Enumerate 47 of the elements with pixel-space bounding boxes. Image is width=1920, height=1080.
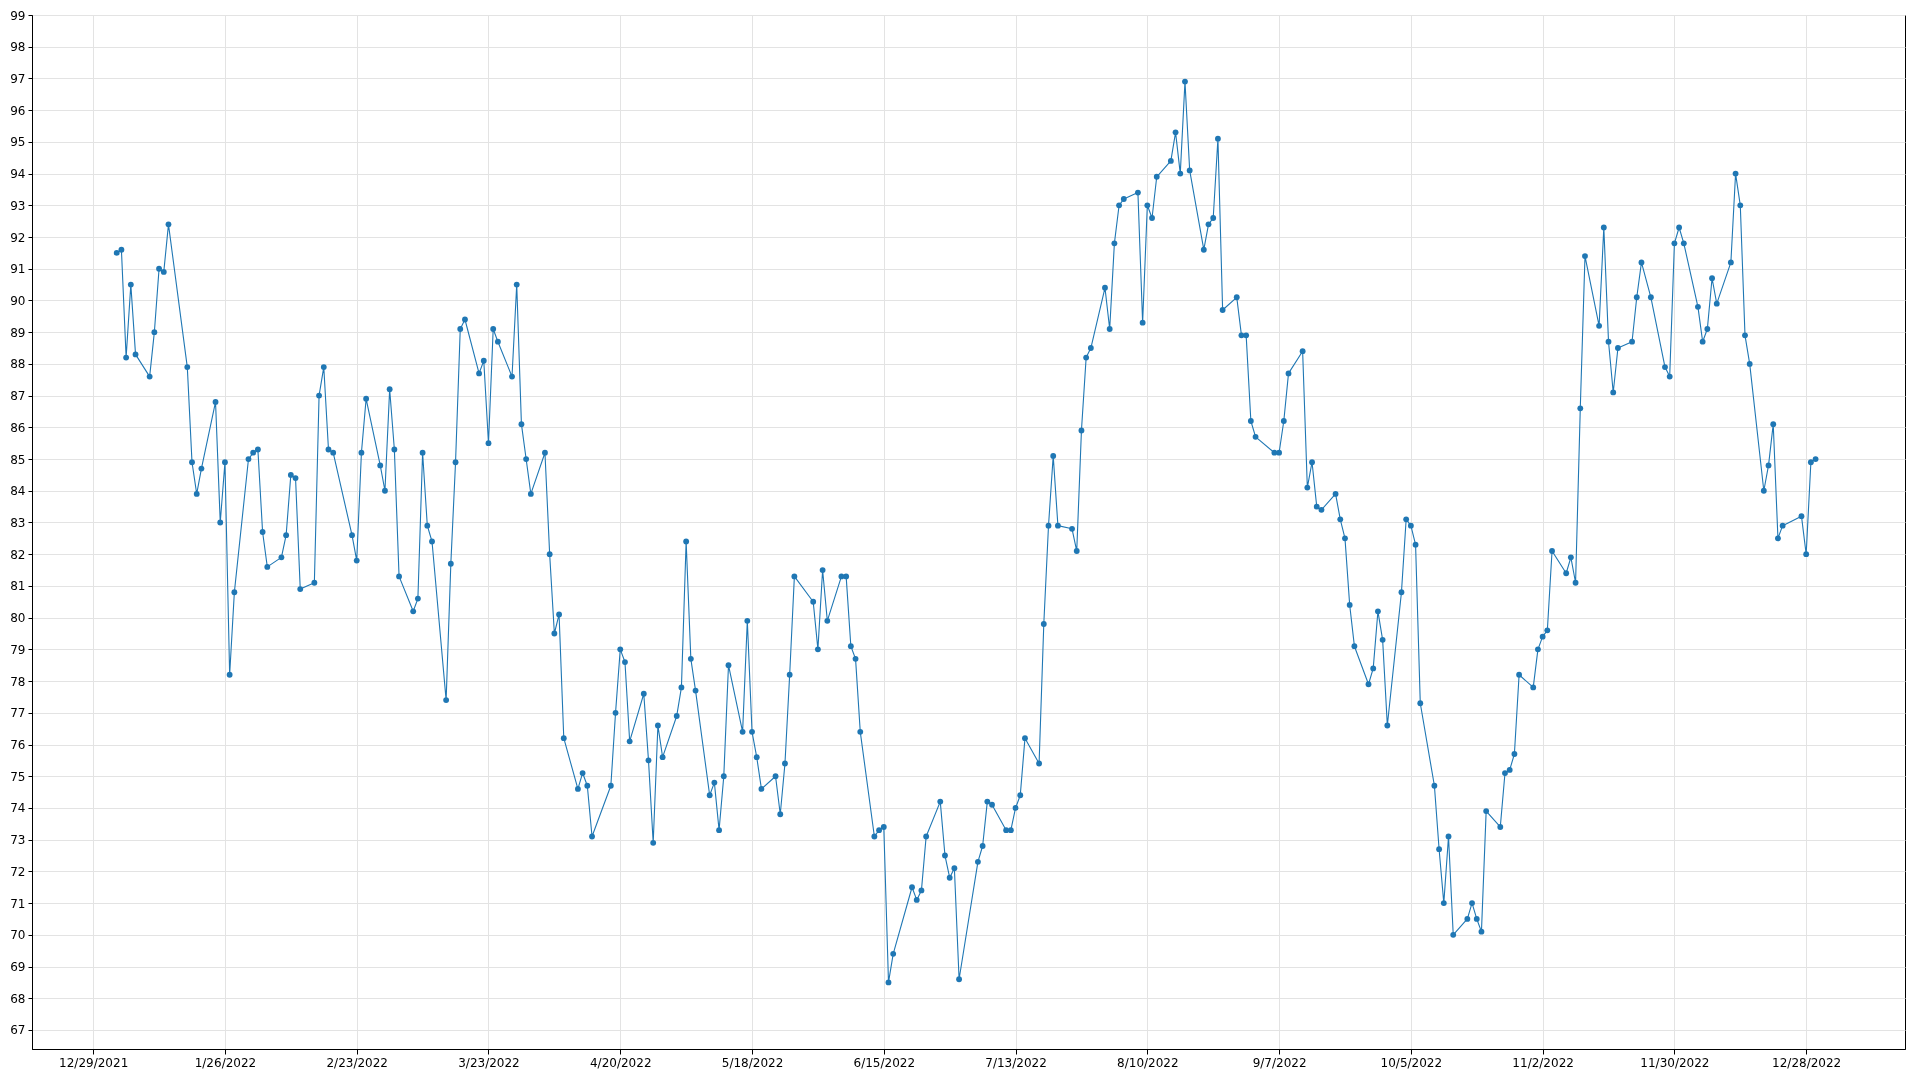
y-tick-label: 87 <box>10 389 26 404</box>
x-tick-label: 4/20/2022 <box>589 1055 652 1070</box>
y-tick-label: 86 <box>10 420 26 435</box>
y-tick-label: 88 <box>10 357 26 372</box>
y-tick-label: 80 <box>10 611 26 626</box>
y-tick-label: 98 <box>10 40 26 55</box>
x-tick-label: 11/30/2022 <box>1640 1055 1710 1070</box>
x-tick-label: 3/23/2022 <box>458 1055 520 1070</box>
y-tick-label: 77 <box>10 706 26 721</box>
y-tick-label: 69 <box>10 960 26 975</box>
x-tick-label: 12/28/2022 <box>1772 1055 1842 1070</box>
y-tick-label: 74 <box>10 801 26 816</box>
y-tick-label: 97 <box>10 71 26 86</box>
y-tick-label: 73 <box>10 833 26 848</box>
x-tick-label: 8/10/2022 <box>1117 1055 1179 1070</box>
y-tick-label: 95 <box>10 135 26 150</box>
y-tick-label: 96 <box>10 103 26 118</box>
y-tick-label: 90 <box>10 293 26 308</box>
y-tick-label: 67 <box>10 1023 26 1038</box>
x-tick-label: 10/5/2022 <box>1380 1055 1443 1070</box>
y-tick-label: 89 <box>10 325 26 340</box>
x-tick-label: 2/23/2022 <box>326 1055 388 1070</box>
x-tick-label: 6/15/2022 <box>853 1055 916 1070</box>
y-tick-label: 84 <box>10 484 26 499</box>
y-tick-label: 70 <box>10 928 26 943</box>
y-tick-label: 94 <box>10 167 26 182</box>
y-tick-label: 79 <box>10 642 26 657</box>
y-tick-label: 83 <box>10 515 26 530</box>
y-tick-label: 72 <box>10 864 26 879</box>
y-tick-label: 92 <box>10 230 26 245</box>
y-tick-label: 85 <box>10 452 26 467</box>
y-tick-label: 81 <box>10 579 26 594</box>
y-tick-label: 75 <box>10 769 26 784</box>
y-tick-label: 76 <box>10 738 26 753</box>
y-tick-label: 99 <box>10 8 26 23</box>
y-tick-label: 68 <box>10 991 26 1006</box>
x-tick-label: 5/18/2022 <box>721 1055 784 1070</box>
x-tick-label: 1/26/2022 <box>194 1055 257 1070</box>
x-tick-label: 12/29/2021 <box>59 1055 129 1070</box>
y-tick-label: 82 <box>10 547 26 562</box>
y-tick-label: 78 <box>10 674 26 689</box>
y-tick-label: 91 <box>10 262 26 277</box>
y-tick-label: 71 <box>10 896 26 911</box>
y-tick-label: 93 <box>10 198 26 213</box>
x-tick-label: 9/7/2022 <box>1252 1055 1307 1070</box>
x-tick-label: 11/2/2022 <box>1512 1055 1574 1070</box>
x-tick-label: 7/13/2022 <box>985 1055 1047 1070</box>
